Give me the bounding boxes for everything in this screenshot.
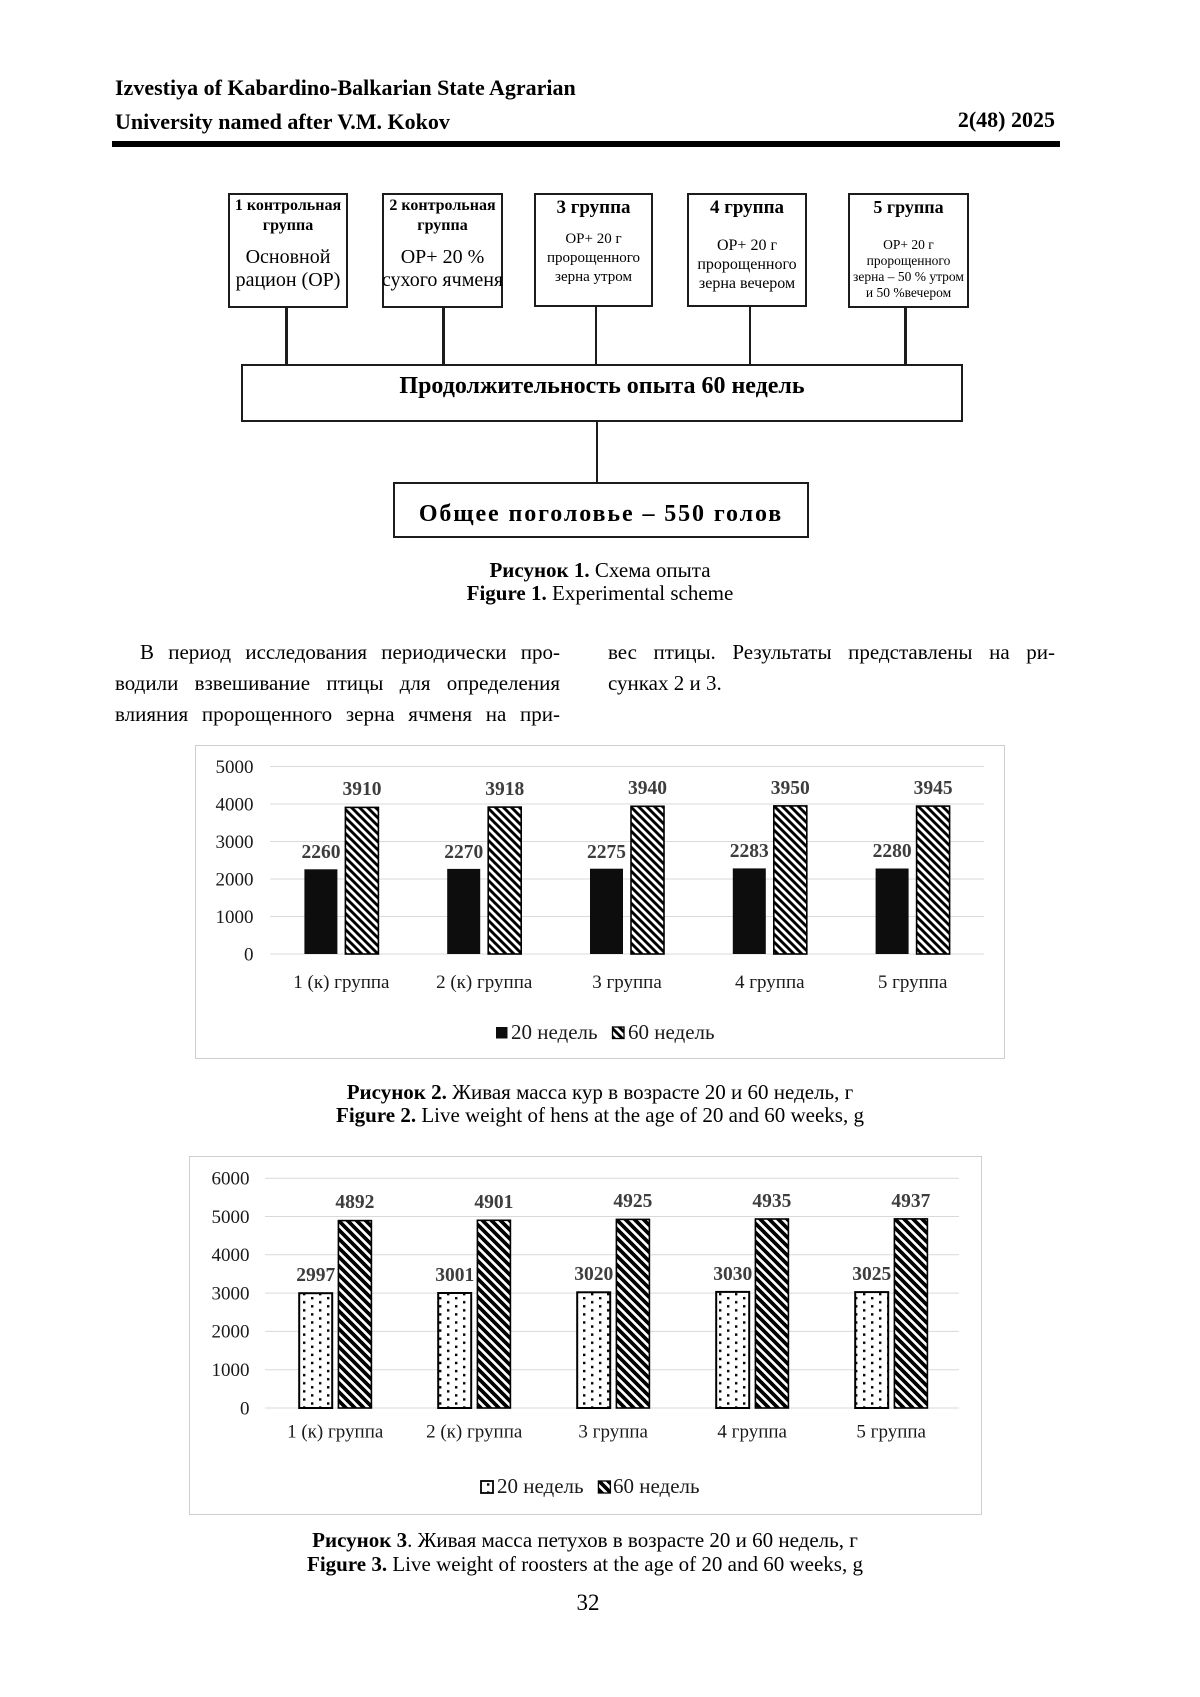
svg-text:4 группа: 4 группа — [735, 972, 805, 993]
svg-text:3950: 3950 — [771, 778, 810, 799]
svg-text:1000: 1000 — [212, 1360, 250, 1381]
svg-text:3020: 3020 — [574, 1264, 613, 1285]
svg-text:4937: 4937 — [891, 1191, 930, 1212]
svg-text:3945: 3945 — [914, 778, 953, 799]
svg-text:4935: 4935 — [752, 1191, 791, 1212]
svg-text:3910: 3910 — [343, 779, 382, 800]
svg-text:0: 0 — [244, 944, 254, 965]
svg-text:2280: 2280 — [873, 841, 912, 862]
svg-text:5000: 5000 — [216, 757, 254, 778]
svg-text:2270: 2270 — [444, 842, 483, 863]
svg-text:2997: 2997 — [296, 1265, 335, 1286]
svg-text:3030: 3030 — [713, 1264, 752, 1285]
svg-text:4000: 4000 — [216, 794, 254, 815]
svg-text:3940: 3940 — [628, 778, 667, 799]
svg-text:1 (к) группа: 1 (к) группа — [287, 1422, 384, 1443]
svg-text:2260: 2260 — [302, 842, 341, 863]
svg-text:2000: 2000 — [216, 869, 254, 890]
svg-text:4000: 4000 — [212, 1245, 250, 1266]
svg-text:6000: 6000 — [212, 1169, 250, 1190]
svg-text:2 (к) группа: 2 (к) группа — [436, 972, 533, 993]
svg-text:3025: 3025 — [852, 1264, 891, 1285]
svg-text:5 группа: 5 группа — [878, 972, 948, 993]
svg-text:3000: 3000 — [216, 832, 254, 853]
svg-text:2283: 2283 — [730, 841, 769, 862]
svg-text:4 группа: 4 группа — [717, 1422, 787, 1443]
svg-text:4925: 4925 — [613, 1191, 652, 1212]
svg-text:3001: 3001 — [435, 1265, 474, 1286]
svg-text:60 недель: 60 недель — [613, 1474, 700, 1498]
svg-text:2000: 2000 — [212, 1322, 250, 1343]
svg-text:5 группа: 5 группа — [856, 1422, 926, 1443]
svg-text:1000: 1000 — [216, 907, 254, 928]
svg-text:1 (к) группа: 1 (к) группа — [293, 972, 390, 993]
svg-text:60 недель: 60 недель — [628, 1020, 715, 1044]
svg-text:4901: 4901 — [474, 1192, 513, 1213]
svg-text:2275: 2275 — [587, 842, 626, 863]
svg-text:5000: 5000 — [212, 1207, 250, 1228]
svg-text:20 недель: 20 недель — [497, 1474, 584, 1498]
svg-text:0: 0 — [240, 1398, 250, 1419]
svg-text:3 группа: 3 группа — [592, 972, 662, 993]
svg-text:3000: 3000 — [212, 1283, 250, 1304]
svg-text:3918: 3918 — [485, 779, 524, 800]
svg-text:20 недель: 20 недель — [511, 1020, 598, 1044]
svg-text:4892: 4892 — [335, 1192, 374, 1213]
svg-text:3 группа: 3 группа — [578, 1422, 648, 1443]
svg-text:2 (к) группа: 2 (к) группа — [426, 1422, 523, 1443]
